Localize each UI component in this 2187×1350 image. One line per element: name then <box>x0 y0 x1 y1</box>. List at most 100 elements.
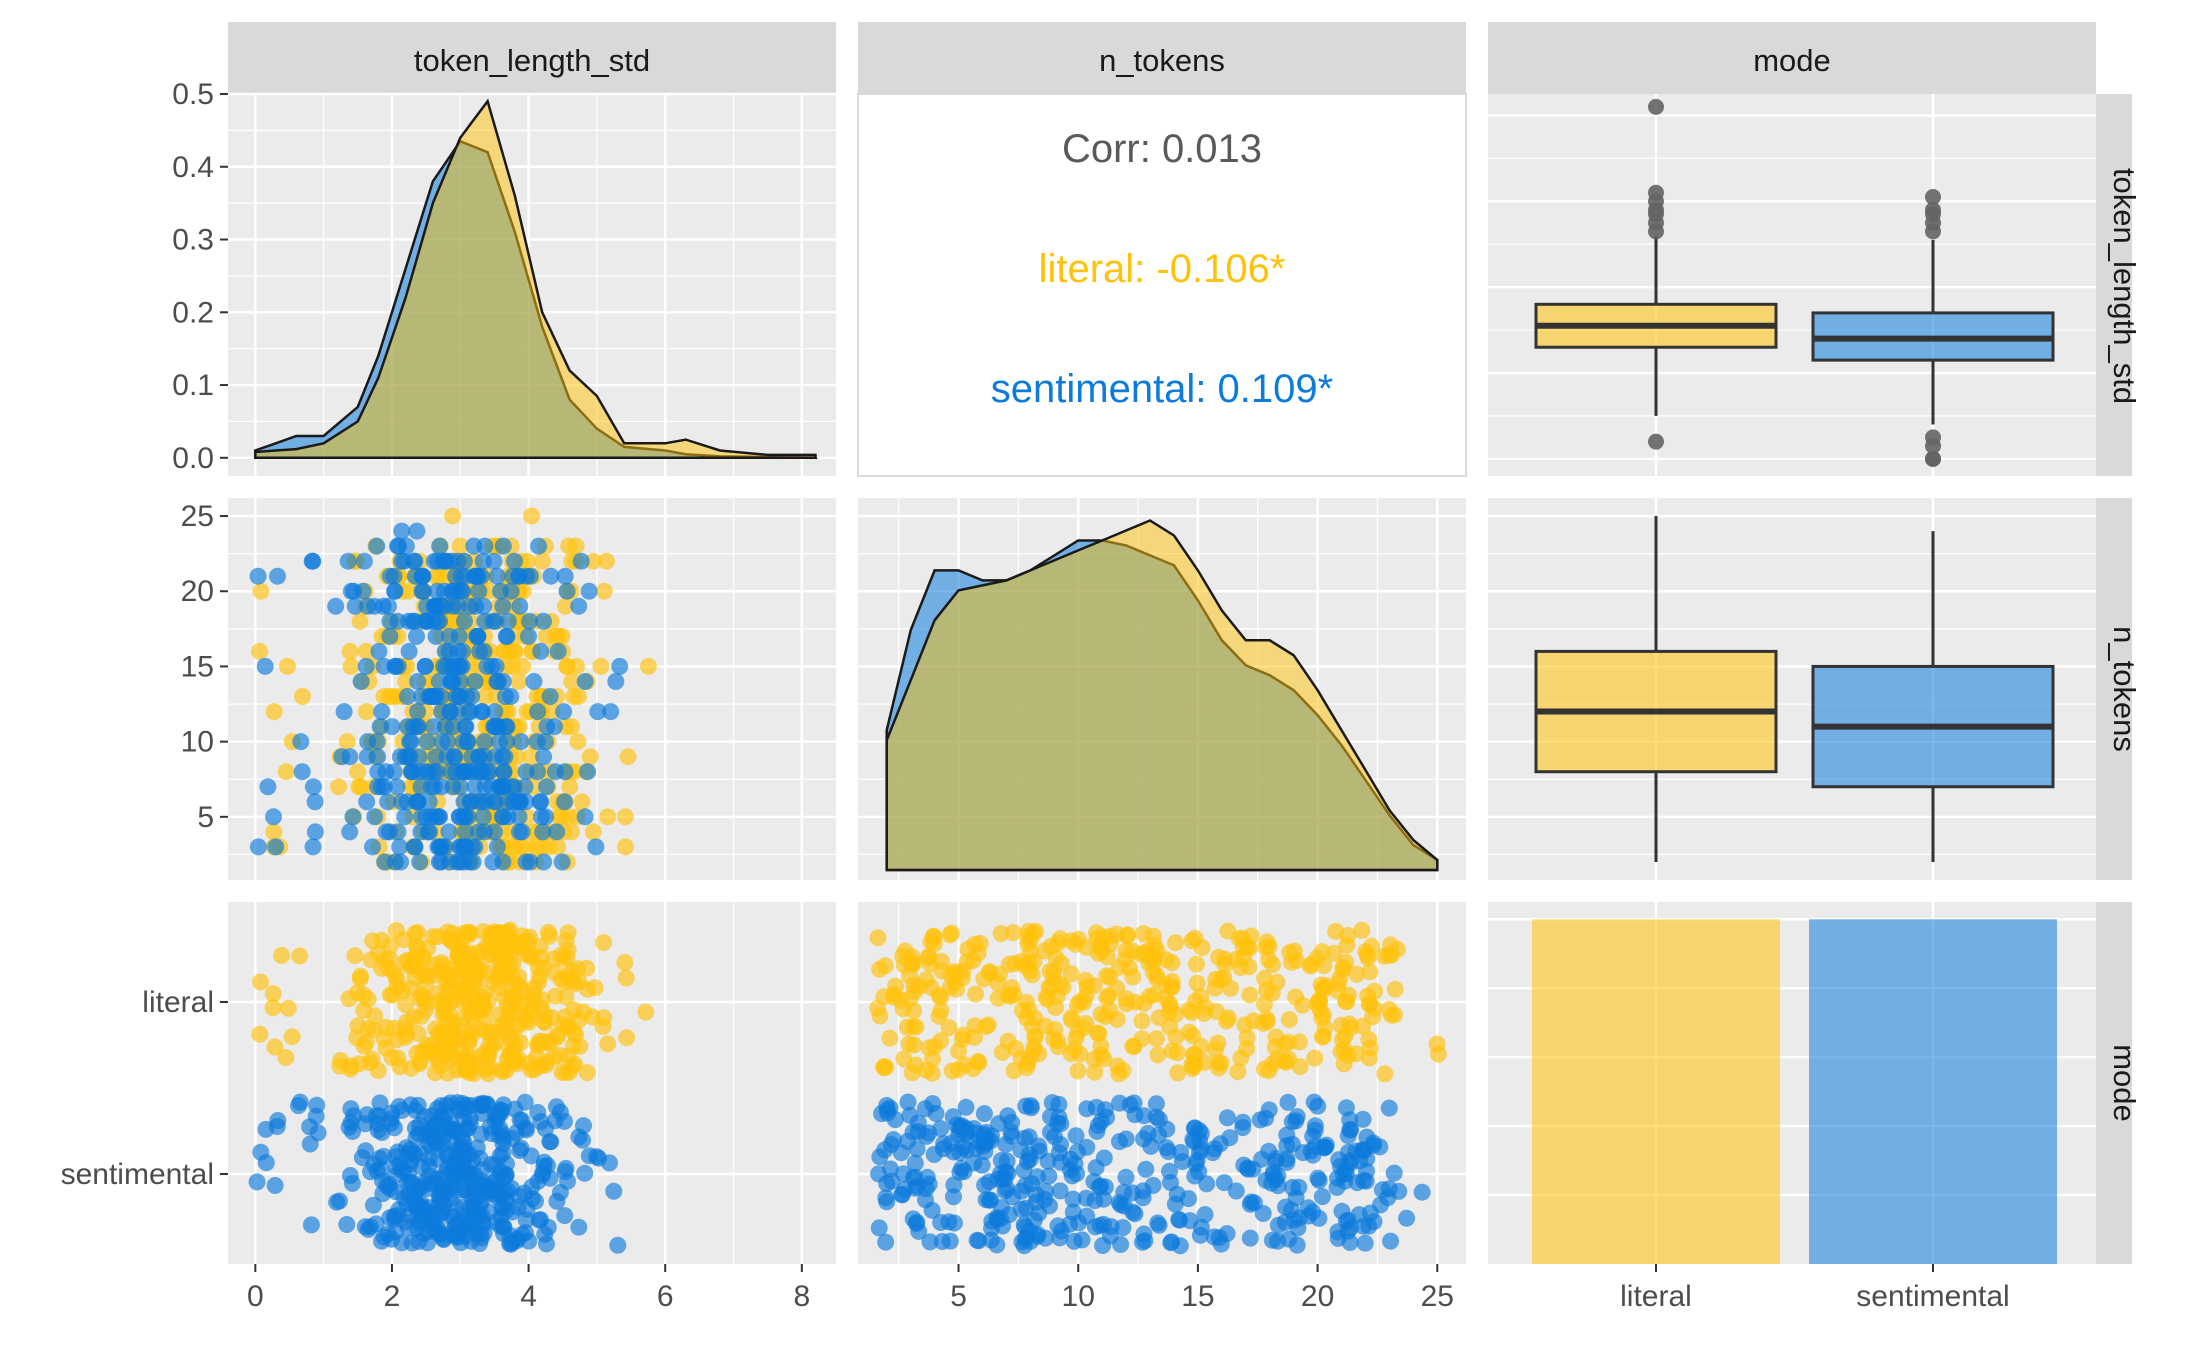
corr-literal-label: literal: -0.106* <box>1039 247 1286 291</box>
jitter-point-sentimental <box>1221 1129 1239 1147</box>
jitter-point-sentimental <box>536 1225 554 1243</box>
scatter-point-sentimental <box>470 823 487 841</box>
jitter-point-sentimental <box>340 1118 358 1136</box>
jitter-point-literal <box>506 997 524 1015</box>
scatter-point-sentimental <box>249 838 267 856</box>
scatter-point-literal <box>504 657 521 675</box>
jitter-point-literal <box>1117 942 1135 960</box>
jitter-point-sentimental <box>1339 1127 1357 1145</box>
scatter-point-sentimental <box>370 642 388 660</box>
scatter-point-sentimental <box>529 703 547 721</box>
scatter-point-sentimental <box>538 778 556 796</box>
jitter-point-literal <box>975 970 993 988</box>
bar-sentimental <box>1809 919 2057 1264</box>
scatter-point-sentimental <box>579 763 597 781</box>
jitter-point-literal <box>1086 1063 1104 1081</box>
y-axis-n-tokens-tick-label: 10 <box>181 726 214 759</box>
jitter-point-sentimental <box>556 1207 574 1225</box>
jitter-point-sentimental <box>1112 1236 1130 1253</box>
jitter-point-literal <box>1085 1050 1103 1068</box>
scatter-point-literal <box>584 552 602 570</box>
jitter-point-literal <box>1266 1038 1284 1056</box>
jitter-point-literal <box>460 1059 478 1077</box>
jitter-point-sentimental <box>945 1214 963 1232</box>
scatter-point-sentimental <box>535 612 552 630</box>
jitter-point-literal <box>1021 1048 1039 1066</box>
jitter-point-sentimental <box>1218 1109 1236 1127</box>
jitter-point-literal <box>941 926 959 944</box>
scatter-point-sentimental <box>256 657 274 675</box>
jitter-point-sentimental <box>1068 1165 1085 1183</box>
scatter-point-sentimental <box>602 703 620 721</box>
jitter-point-literal <box>1163 954 1181 972</box>
jitter-point-sentimental <box>1158 1139 1175 1157</box>
y-axis-density-tick-label: 0.0 <box>172 442 214 475</box>
scatter-point-sentimental <box>492 582 509 600</box>
jitter-point-sentimental <box>877 1189 895 1207</box>
jitter-point-literal <box>895 1050 913 1068</box>
axis-ticks: 0 2 4 6 8 5 10 15 20 25 literal sentimental 0.0 0.1 0.… <box>61 78 2010 1313</box>
y-axis-density-tick-label: 0.5 <box>172 78 214 111</box>
jitter-point-sentimental <box>1227 1182 1245 1200</box>
jitter-point-literal <box>1256 1060 1273 1078</box>
jitter-point-sentimental <box>375 1228 393 1246</box>
x-axis-mode-tick-label: literal <box>1620 1280 1692 1313</box>
jitter-point-sentimental <box>356 1115 374 1133</box>
jitter-point-literal <box>1232 1049 1250 1067</box>
scatter-point-sentimental <box>344 808 362 826</box>
scatter-point-literal <box>510 718 528 736</box>
jitter-point-literal <box>454 1010 471 1028</box>
jitter-point-literal <box>571 1037 589 1055</box>
scatter-point-sentimental <box>572 552 590 570</box>
jitter-point-sentimental <box>487 1213 505 1231</box>
jitter-point-sentimental <box>1070 1214 1088 1232</box>
scatter-point-sentimental <box>355 552 373 570</box>
jitter-point-literal <box>1332 1043 1350 1060</box>
scatter-point-sentimental <box>534 823 552 841</box>
jitter-point-literal <box>1366 982 1383 1000</box>
jitter-point-sentimental <box>465 1188 483 1206</box>
jitter-point-sentimental <box>1331 1157 1349 1175</box>
scatter-point-sentimental <box>392 853 410 871</box>
jitter-point-literal <box>556 1008 574 1026</box>
jitter-point-literal <box>495 952 513 970</box>
jitter-point-sentimental <box>1086 1218 1104 1236</box>
scatter-point-sentimental <box>556 763 574 781</box>
jitter-point-literal <box>903 954 921 972</box>
jitter-point-literal <box>366 1007 384 1025</box>
jitter-point-literal <box>892 991 910 1009</box>
scatter-point-sentimental <box>470 582 488 600</box>
jitter-point-literal <box>557 988 575 1006</box>
jitter-point-literal <box>1133 1012 1151 1030</box>
scatter-point-literal <box>595 582 613 600</box>
jitter-point-literal <box>930 986 948 1004</box>
jitter-point-literal <box>1050 1038 1067 1056</box>
jitter-point-literal <box>1007 1040 1025 1057</box>
jitter-point-literal <box>930 1007 948 1025</box>
scatter-point-sentimental <box>335 703 353 721</box>
jitter-point-sentimental <box>1064 1190 1082 1208</box>
scatter-point-sentimental <box>408 627 425 645</box>
jitter-point-literal <box>594 1018 612 1035</box>
boxplot-token-length-std-literal-outlier <box>1648 98 1664 115</box>
jitter-point-sentimental <box>990 1115 1008 1133</box>
jitter-point-literal <box>418 967 436 985</box>
scatter-point-sentimental <box>444 673 462 690</box>
jitter-point-literal <box>919 949 937 967</box>
scatter-point-sentimental <box>468 627 486 645</box>
jitter-point-literal <box>533 991 551 1009</box>
scatter-point-sentimental <box>390 537 407 555</box>
jitter-point-literal <box>264 999 282 1017</box>
jitter-point-literal <box>616 954 634 971</box>
jitter-point-literal <box>903 1064 921 1082</box>
scatter-point-literal <box>616 808 634 826</box>
jitter-point-sentimental <box>419 1209 437 1227</box>
jitter-point-sentimental <box>917 1191 934 1209</box>
jitter-point-sentimental <box>468 1139 486 1157</box>
scatter-point-sentimental <box>405 552 423 570</box>
jitter-point-sentimental <box>382 1114 400 1132</box>
jitter-point-literal <box>1241 986 1259 1004</box>
jitter-point-literal <box>1210 1059 1228 1077</box>
jitter-point-literal <box>586 979 604 997</box>
jitter-point-literal <box>1133 1030 1151 1048</box>
